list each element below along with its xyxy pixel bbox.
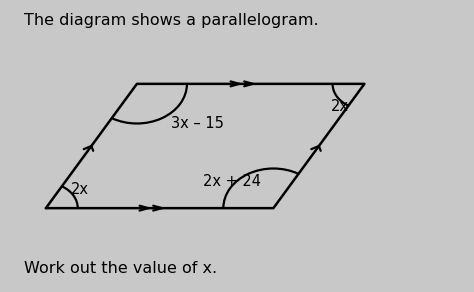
Text: 2x: 2x bbox=[330, 99, 348, 114]
Text: 2x: 2x bbox=[71, 182, 89, 197]
Text: 2x + 24: 2x + 24 bbox=[203, 174, 262, 189]
Text: The diagram shows a parallelogram.: The diagram shows a parallelogram. bbox=[24, 13, 319, 28]
Text: 3x – 15: 3x – 15 bbox=[171, 116, 224, 131]
Text: Work out the value of x.: Work out the value of x. bbox=[24, 261, 217, 276]
